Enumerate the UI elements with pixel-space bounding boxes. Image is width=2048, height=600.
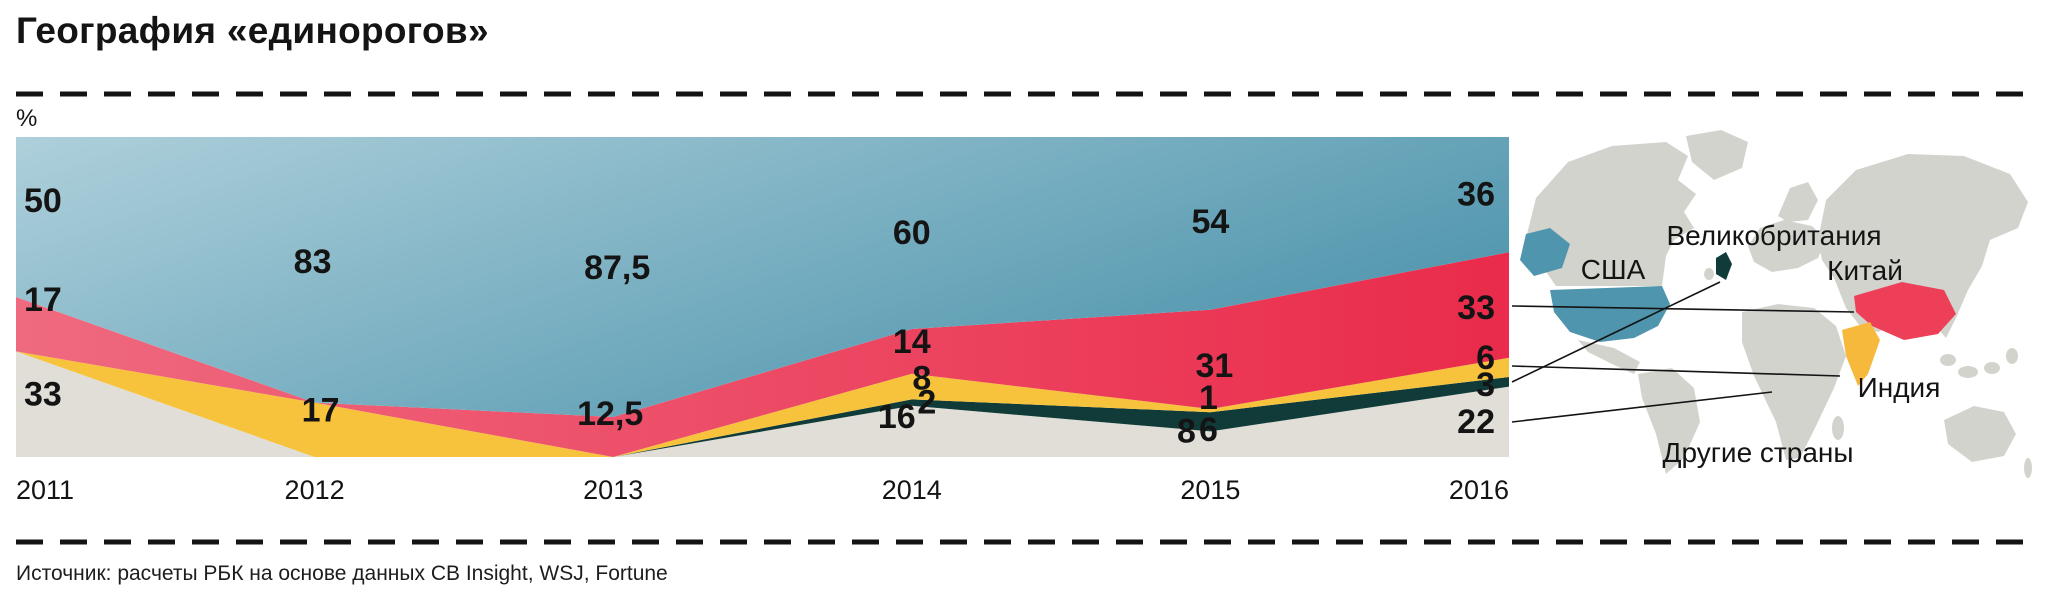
x-axis-label-2014: 2014 [882,475,942,505]
landmass-greenland [1686,130,1748,180]
value-label-uk-2014: 2 [917,384,936,422]
value-label-usa-2012: 83 [294,243,332,281]
y-axis-unit-label: % [16,105,37,132]
map-label-others: Другие страны [1663,437,1854,468]
world-map [1520,130,2032,478]
country-usa [1550,286,1670,342]
value-label-india-2016: 6 [1476,339,1495,377]
landmass-island-1 [1940,354,1956,366]
map-label-china: Китай [1827,255,1903,286]
x-axis-label-2015: 2015 [1180,475,1240,505]
value-label-usa-2014: 60 [893,214,931,252]
landmass-mexico [1578,340,1640,374]
value-label-usa-2013: 87,5 [584,249,650,287]
value-label-china-2013: 12,5 [577,395,643,433]
value-label-usa-2011: 50 [24,182,62,220]
x-axis-label-2013: 2013 [583,475,643,505]
stacked-areas [16,137,1509,457]
landmass-europe [1748,220,1826,272]
map-label-usa: США [1581,254,1646,285]
landmass-new-zealand [2024,458,2032,478]
page-title: География «единорогов» [16,10,489,51]
x-axis-label-2011: 2011 [16,475,74,505]
value-labels: 501733831787,512,56014821654311683633632… [24,176,1495,451]
value-label-india-2014: 8 [912,360,931,398]
value-label-india-2015: 1 [1199,379,1218,417]
country-uk [1716,252,1732,280]
connector-lines [1511,281,1855,423]
value-label-china-2015: 31 [1195,347,1233,385]
landmass-island-3 [1984,362,2000,374]
x-axis-label-2016: 2016 [1449,475,1509,505]
landmass-south-america [1638,368,1700,474]
map-labels: США Великобритания Китай Индия Другие ст… [1581,220,1941,468]
area-india [16,351,1509,457]
map-label-india: Индия [1858,372,1941,403]
value-label-usa-2016: 36 [1457,176,1495,214]
value-label-others-2011: 33 [24,376,62,414]
value-label-china-2014: 14 [893,323,931,361]
value-label-others-2015: 8 [1177,412,1196,450]
x-axis-label-2012: 2012 [285,475,345,505]
value-label-usa-2015: 54 [1191,203,1229,241]
landmass-ireland [1704,268,1714,280]
country-usa-alaska [1520,228,1570,276]
landmass-africa [1742,304,1846,460]
value-label-others-2014: 16 [878,398,916,436]
connector-line-china [1511,305,1855,313]
value-label-uk-2016: 3 [1476,366,1495,404]
connector-line-india [1511,365,1841,377]
area-others [16,351,1509,457]
value-label-uk-2015: 6 [1199,411,1218,449]
landmass-scandinavia [1778,182,1818,222]
connector-line-uk [1511,281,1721,383]
landmass-madagascar [1832,416,1844,440]
area-usa [16,137,1509,417]
landmass-island-2 [1958,366,1978,378]
country-china [1854,282,1956,340]
connector-line-others [1511,391,1773,423]
source-note: Источник: расчеты РБК на основе данных C… [16,562,668,585]
country-india [1842,322,1880,386]
value-label-china-2016: 33 [1457,289,1495,327]
value-label-others-2016: 22 [1457,403,1495,441]
x-axis-labels: 2011 2012 2013 2014 2015 2016 [16,475,1509,505]
area-china [16,252,1509,457]
value-label-india-2012: 17 [302,392,340,430]
landmass-island-4 [2006,348,2018,364]
value-label-china-2011: 17 [24,281,62,319]
map-label-uk: Великобритания [1666,220,1881,251]
landmass-australia [1944,406,2016,462]
